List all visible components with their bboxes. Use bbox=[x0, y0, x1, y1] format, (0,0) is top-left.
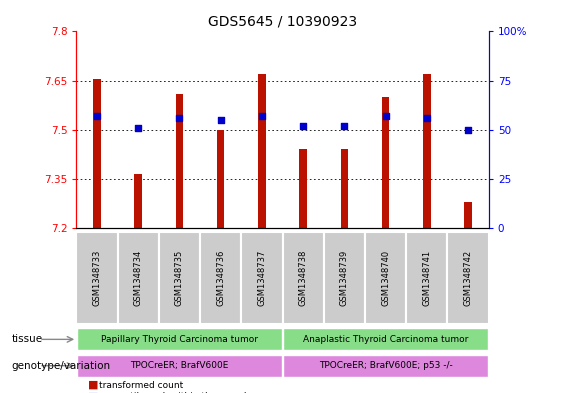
Bar bbox=[258, 74, 266, 228]
FancyBboxPatch shape bbox=[324, 232, 365, 324]
Text: genotype/variation: genotype/variation bbox=[11, 361, 110, 371]
Bar bbox=[299, 149, 307, 228]
Point bbox=[134, 125, 142, 131]
Text: GSM1348734: GSM1348734 bbox=[134, 250, 142, 306]
Point bbox=[464, 127, 473, 133]
Point bbox=[423, 115, 432, 121]
Bar bbox=[464, 202, 472, 228]
Text: Papillary Thyroid Carcinoma tumor: Papillary Thyroid Carcinoma tumor bbox=[101, 335, 258, 344]
Text: percentile rank within the sample: percentile rank within the sample bbox=[99, 392, 252, 393]
Point bbox=[299, 123, 308, 129]
Point bbox=[175, 115, 184, 121]
FancyBboxPatch shape bbox=[406, 232, 447, 324]
Bar bbox=[176, 94, 183, 228]
FancyBboxPatch shape bbox=[118, 232, 159, 324]
Text: GSM1348739: GSM1348739 bbox=[340, 250, 349, 306]
Point bbox=[216, 117, 225, 123]
Text: tissue: tissue bbox=[11, 334, 42, 344]
Bar bbox=[134, 174, 142, 228]
Bar bbox=[93, 79, 101, 228]
Text: Anaplastic Thyroid Carcinoma tumor: Anaplastic Thyroid Carcinoma tumor bbox=[303, 335, 468, 344]
FancyBboxPatch shape bbox=[241, 232, 282, 324]
Text: GSM1348741: GSM1348741 bbox=[423, 250, 431, 306]
Text: ■: ■ bbox=[88, 380, 98, 390]
FancyBboxPatch shape bbox=[77, 328, 282, 351]
Text: TPOCreER; BrafV600E; p53 -/-: TPOCreER; BrafV600E; p53 -/- bbox=[319, 361, 453, 370]
Point bbox=[93, 113, 102, 119]
Title: GDS5645 / 10390923: GDS5645 / 10390923 bbox=[208, 15, 357, 29]
Point bbox=[340, 123, 349, 129]
FancyBboxPatch shape bbox=[200, 232, 241, 324]
Text: GSM1348742: GSM1348742 bbox=[464, 250, 472, 306]
Point bbox=[258, 113, 267, 119]
FancyBboxPatch shape bbox=[77, 354, 282, 377]
Text: GSM1348740: GSM1348740 bbox=[381, 250, 390, 306]
Point bbox=[381, 113, 390, 119]
Text: GSM1348737: GSM1348737 bbox=[258, 250, 266, 306]
FancyBboxPatch shape bbox=[365, 232, 406, 324]
FancyBboxPatch shape bbox=[76, 232, 118, 324]
Bar bbox=[382, 97, 389, 228]
FancyBboxPatch shape bbox=[447, 232, 489, 324]
Bar bbox=[217, 130, 224, 228]
Text: GSM1348738: GSM1348738 bbox=[299, 250, 307, 306]
Text: GSM1348736: GSM1348736 bbox=[216, 250, 225, 306]
Bar bbox=[423, 74, 431, 228]
Text: GSM1348735: GSM1348735 bbox=[175, 250, 184, 306]
FancyBboxPatch shape bbox=[283, 354, 488, 377]
Text: ■: ■ bbox=[88, 392, 98, 393]
FancyBboxPatch shape bbox=[283, 328, 488, 351]
Text: TPOCreER; BrafV600E: TPOCreER; BrafV600E bbox=[130, 361, 229, 370]
Bar bbox=[341, 149, 348, 228]
Text: transformed count: transformed count bbox=[99, 381, 183, 390]
FancyBboxPatch shape bbox=[282, 232, 324, 324]
Text: GSM1348733: GSM1348733 bbox=[93, 250, 101, 306]
FancyBboxPatch shape bbox=[159, 232, 200, 324]
